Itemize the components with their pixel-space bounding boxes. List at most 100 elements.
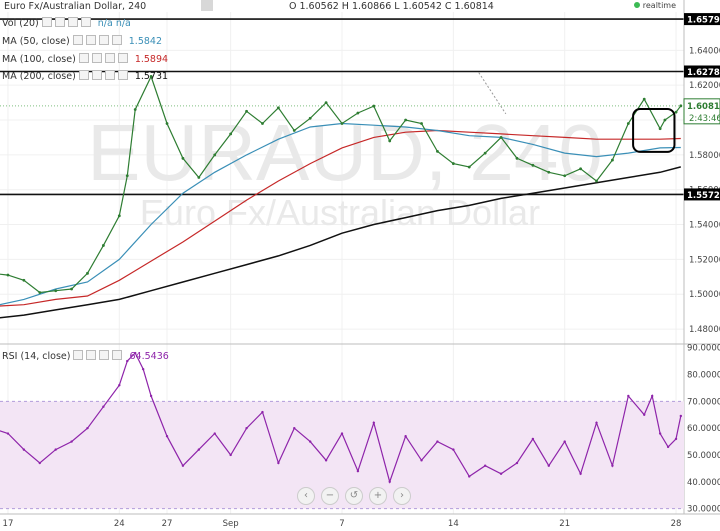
price-tick-label: 1.48000: [689, 325, 720, 335]
rsi-point: [70, 440, 73, 443]
price-point: [261, 122, 264, 125]
settings-icon[interactable]: [85, 35, 96, 45]
rsi-point: [118, 384, 121, 387]
realtime-indicator: realtime: [633, 1, 676, 10]
price-point: [451, 162, 455, 165]
rsi-point: [388, 480, 391, 484]
price-axis: 1.640001.620001.600001.580001.560001.540…: [683, 0, 720, 514]
rsi-point: [356, 469, 360, 473]
more-icon[interactable]: [80, 17, 91, 27]
legend-vol[interactable]: Vol (20) n/a n/a: [2, 17, 131, 29]
more-icon[interactable]: [117, 70, 128, 80]
price-point: [324, 101, 328, 104]
price-tick-label: 1.62000: [689, 81, 720, 91]
price-point: [436, 149, 439, 153]
price-point: [420, 122, 423, 125]
legend-ma100[interactable]: MA (100, close) 1.5894: [2, 53, 169, 65]
rsi-point: [165, 435, 169, 438]
rsi-point: [420, 459, 423, 462]
symbol-title[interactable]: Euro Fx/Australian Dollar, 240: [4, 1, 147, 12]
rsi-point: [627, 394, 630, 398]
rsi-tick-label: 90.0000: [687, 344, 720, 354]
symbol-menu-icon[interactable]: [201, 0, 213, 11]
level-price-tag: [684, 13, 720, 26]
rsi-point: [515, 461, 519, 465]
price-point: [626, 122, 630, 125]
rsi-point: [245, 426, 248, 430]
rsi-tick-label: 40.0000: [687, 478, 720, 488]
time-tick-label: 17: [3, 519, 14, 529]
highlight-box: [632, 108, 676, 153]
scroll-left-icon[interactable]: ‹: [297, 487, 315, 505]
more-icon[interactable]: [117, 53, 128, 63]
price-point: [308, 116, 312, 120]
price-point: [499, 136, 503, 139]
price-tick-label: 1.54000: [689, 221, 720, 231]
price-point: [642, 97, 646, 101]
price-point: [658, 127, 662, 131]
trendline: [478, 72, 507, 115]
close-icon[interactable]: [104, 70, 115, 80]
price-point: [663, 118, 667, 122]
close-icon[interactable]: [98, 35, 109, 45]
price-tick-label: 1.50000: [689, 290, 720, 300]
price-point: [611, 158, 614, 162]
price-point: [197, 176, 201, 179]
close-icon[interactable]: [99, 350, 110, 360]
settings-icon[interactable]: [54, 17, 65, 27]
rsi-point: [483, 464, 487, 467]
legend-ma50[interactable]: MA (50, close) 1.5842: [2, 35, 163, 47]
rsi-point: [308, 440, 312, 443]
rsi-point: [643, 413, 646, 416]
reset-icon[interactable]: ↺: [345, 487, 363, 505]
price-point: [6, 273, 10, 277]
rsi-point: [563, 440, 566, 443]
rsi-point: [666, 445, 670, 449]
visibility-icon[interactable]: [41, 17, 52, 27]
rsi-point: [102, 405, 105, 408]
price-point: [86, 271, 89, 275]
settings-icon[interactable]: [91, 53, 102, 63]
rsi-point: [6, 432, 10, 435]
more-icon[interactable]: [111, 35, 122, 45]
bar-countdown: 2:43:46: [689, 114, 720, 124]
price-point: [356, 111, 360, 115]
chart-navigation: ‹ − ↺ + ›: [297, 487, 411, 507]
rsi-point: [229, 453, 232, 457]
rsi-tick-label: 60.0000: [687, 424, 720, 434]
scroll-right-icon[interactable]: ›: [393, 487, 411, 505]
price-point: [515, 156, 519, 160]
rsi-point: [197, 448, 201, 451]
visibility-icon[interactable]: [72, 35, 83, 45]
zoom-in-icon[interactable]: +: [369, 487, 387, 505]
rsi-point: [658, 432, 662, 435]
more-icon[interactable]: [112, 350, 123, 360]
close-icon[interactable]: [104, 53, 115, 63]
zoom-out-icon[interactable]: −: [321, 487, 339, 505]
visibility-icon[interactable]: [78, 53, 89, 63]
price-point: [547, 170, 551, 174]
level-price-tag: [684, 65, 720, 78]
visibility-icon[interactable]: [78, 70, 89, 80]
level-price-label: 1.55728: [687, 191, 720, 201]
legend-rsi[interactable]: RSI (14, close) 64.5436: [2, 350, 169, 362]
price-point: [674, 110, 678, 114]
price-point: [125, 174, 129, 178]
price-point: [595, 179, 598, 183]
rsi-panel: [0, 351, 684, 510]
price-point: [229, 132, 233, 136]
rsi-point: [86, 426, 89, 430]
legend-ma200[interactable]: MA (200, close) 1.5731: [2, 70, 169, 82]
rsi-point: [452, 448, 455, 451]
rsi-band: [0, 401, 684, 509]
rsi-point: [340, 432, 344, 435]
rsi-point: [436, 440, 439, 443]
settings-icon[interactable]: [91, 70, 102, 80]
settings-icon[interactable]: [86, 350, 97, 360]
close-icon[interactable]: [67, 17, 78, 27]
price-point: [149, 75, 153, 78]
rsi-point: [141, 367, 145, 371]
visibility-icon[interactable]: [73, 350, 84, 360]
price-point: [133, 108, 137, 111]
